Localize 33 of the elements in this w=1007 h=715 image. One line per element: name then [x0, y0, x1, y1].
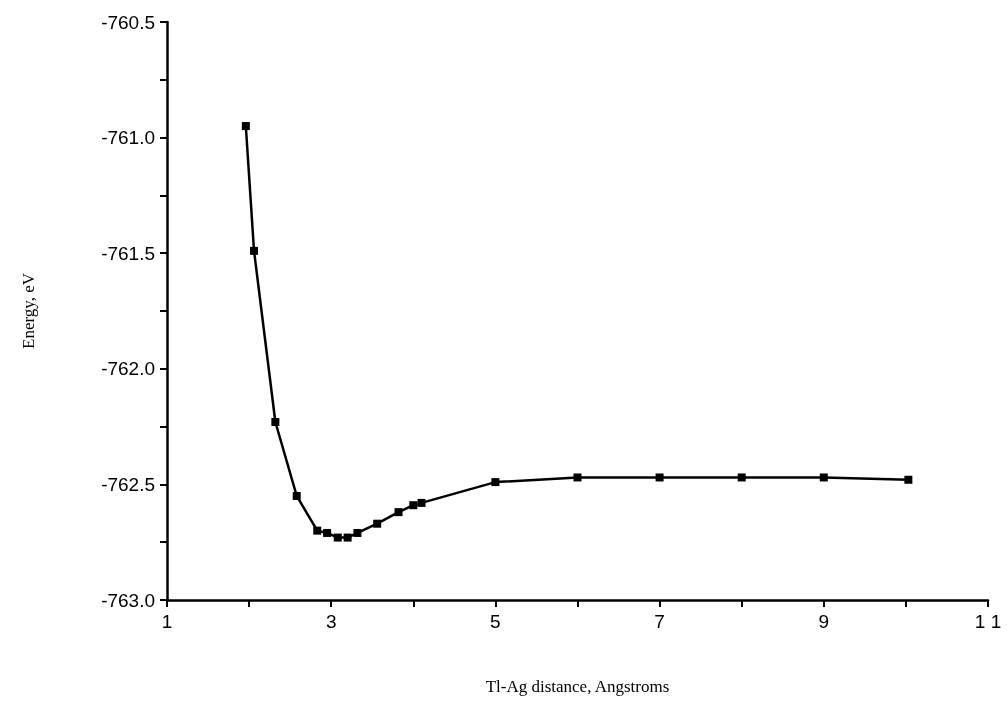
x-tick-label: 1 [161, 611, 173, 632]
point [737, 473, 746, 482]
point [373, 519, 382, 528]
point [409, 501, 418, 510]
point [313, 526, 322, 535]
point [353, 528, 362, 537]
x-axis-title: Tl-Ag distance, Angstroms [485, 677, 670, 696]
y-tick-label: -761.0 [101, 127, 155, 149]
point [904, 475, 913, 484]
point [819, 473, 828, 482]
x-tick-label: 5 [490, 611, 501, 632]
point [323, 528, 332, 537]
point [394, 508, 403, 517]
point [417, 498, 426, 507]
point [292, 491, 301, 500]
y-tick-label: -762.5 [101, 473, 155, 495]
y-axis-title: Energy, eV [19, 272, 38, 350]
point [271, 417, 280, 426]
x-tick-label: 1 1 [974, 611, 1002, 632]
point [241, 122, 250, 131]
point [491, 478, 500, 487]
x-tick-label: 3 [325, 611, 337, 632]
x-tick-label: 7 [654, 611, 665, 632]
point [333, 533, 342, 542]
point [250, 246, 259, 255]
point [573, 473, 582, 482]
y-tick-label: -763.0 [101, 589, 155, 611]
point [655, 473, 664, 482]
point [343, 533, 352, 542]
y-tick-label: -761.5 [101, 242, 155, 264]
y-tick-label: -762.0 [101, 358, 155, 380]
y-tick-label: -760.5 [101, 11, 155, 33]
x-tick-label: 9 [818, 611, 830, 632]
